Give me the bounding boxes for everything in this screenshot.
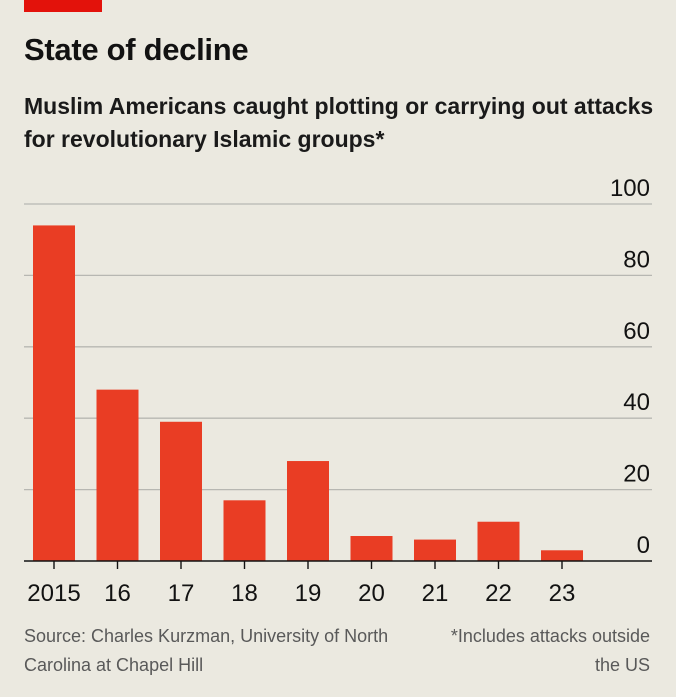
x-tick-label: 17 <box>168 580 195 607</box>
y-tick-label: 80 <box>623 246 650 273</box>
bar <box>96 389 139 561</box>
bar-chart: 0 20 40 60 80 100 2015 16 17 18 19 20 21 22 23 <box>24 175 652 607</box>
chart-title: State of decline <box>24 32 249 67</box>
bar <box>414 539 456 561</box>
bar <box>541 550 583 561</box>
y-tick-label: 0 <box>637 532 650 559</box>
bar <box>223 500 266 561</box>
x-tick-label: 16 <box>104 580 131 607</box>
x-tick-label: 22 <box>485 580 512 607</box>
x-tick-label: 18 <box>231 580 258 607</box>
bar <box>477 521 520 561</box>
bar <box>33 225 75 562</box>
footnote: *Includes attacks outside the US <box>450 626 650 675</box>
x-tick-label: 2015 <box>27 580 80 607</box>
bar <box>160 421 202 561</box>
source-note: Source: Charles Kurzman, University of N… <box>24 626 389 675</box>
chart-subtitle: Muslim Americans caught plotting or carr… <box>24 93 654 152</box>
brand-accent-bar <box>24 0 102 12</box>
x-tick-label: 20 <box>358 580 385 607</box>
bar <box>350 536 393 561</box>
y-tick-label: 100 <box>610 175 650 202</box>
y-tick-label: 20 <box>623 461 650 488</box>
x-tick-label: 21 <box>422 580 449 607</box>
y-tick-label: 60 <box>623 318 650 345</box>
y-tick-label: 40 <box>623 389 650 416</box>
x-tick-label: 19 <box>295 580 322 607</box>
x-tick-label: 23 <box>549 580 576 607</box>
bar <box>287 461 329 561</box>
